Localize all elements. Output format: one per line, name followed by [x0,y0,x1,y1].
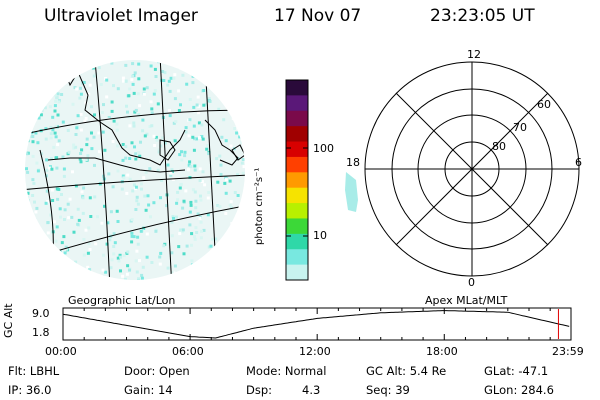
image-date: 17 Nov 07 [274,6,362,26]
geo-gridline [25,174,245,191]
colorbar-swatch [286,264,308,281]
coastline [159,139,176,161]
mlat-label-70: 70 [513,121,527,134]
mlt-label-12: 12 [467,48,481,61]
mlat-label-80: 80 [492,140,506,153]
colorbar-tick: 100 [313,142,334,155]
polar-mlt-plot [345,61,580,277]
orbit-altitude-plot [62,307,572,341]
sequence-readout: Seq: 39 [366,383,410,397]
dsp-label: Dsp: [246,383,273,397]
mlat-label-60: 60 [537,98,551,111]
colorbar-swatch [286,203,308,219]
colorbar-swatch [286,156,308,173]
orbit-xtick: 06:00 [172,345,204,358]
geo-gridline [94,60,111,280]
filter-readout: Flt: LBHL [8,364,60,378]
geographic-map [25,60,245,280]
coastline [47,157,186,173]
colorbar-swatch [286,110,308,127]
mode-readout: Mode: Normal [246,364,327,378]
dsp-value: 4.3 [302,383,321,397]
colorbar-tick: 10 [313,229,327,242]
colorbar-swatch [286,141,308,158]
coastline [231,144,245,161]
colorbar-swatch [286,95,308,112]
caption-apex: Apex MLat/MLT [425,294,508,307]
colorbar-swatch [286,80,308,96]
orbit-xtick: 23:59 [552,345,584,358]
colorbar-swatch [286,218,308,235]
colorbar-swatch [286,172,308,189]
colorbar-swatch [286,233,308,250]
auroral-emission [345,172,358,212]
glon-readout: GLon: 284.6 [484,383,554,397]
orbit-xtick: 12:00 [299,345,331,358]
orbit-ylabel: GC Alt [2,303,15,338]
orbit-ymin: 1.8 [32,326,50,339]
gain-readout: Gain: 14 [124,383,173,397]
colorbar-label: photon cm⁻²s⁻¹ [254,167,265,245]
orbit-xtick: 00:00 [45,345,77,358]
door-readout: Door: Open [124,364,190,378]
image-time: 23:23:05 UT [430,6,535,26]
app-title: Ultraviolet Imager [44,6,198,26]
orbit-xtick: 18:00 [426,345,458,358]
glat-readout: GLat: -47.1 [484,364,549,378]
colorbar [285,79,309,281]
geo-gridline [25,109,245,136]
gc-alt-readout: GC Alt: 5.4 Re [366,364,447,378]
mlt-label-0: 0 [468,276,475,289]
coastline [204,119,239,166]
orbit-ymax: 9.0 [32,307,50,320]
mlt-label-6: 6 [575,156,582,169]
colorbar-swatch [286,249,308,266]
colorbar-swatch [286,126,308,143]
coastline [59,60,186,166]
caption-geographic: Geographic Lat/Lon [68,294,176,307]
geo-gridline [159,60,173,280]
mlt-label-18: 18 [346,156,360,169]
ip-readout: IP: 36.0 [8,383,52,397]
colorbar-swatch [286,187,308,204]
